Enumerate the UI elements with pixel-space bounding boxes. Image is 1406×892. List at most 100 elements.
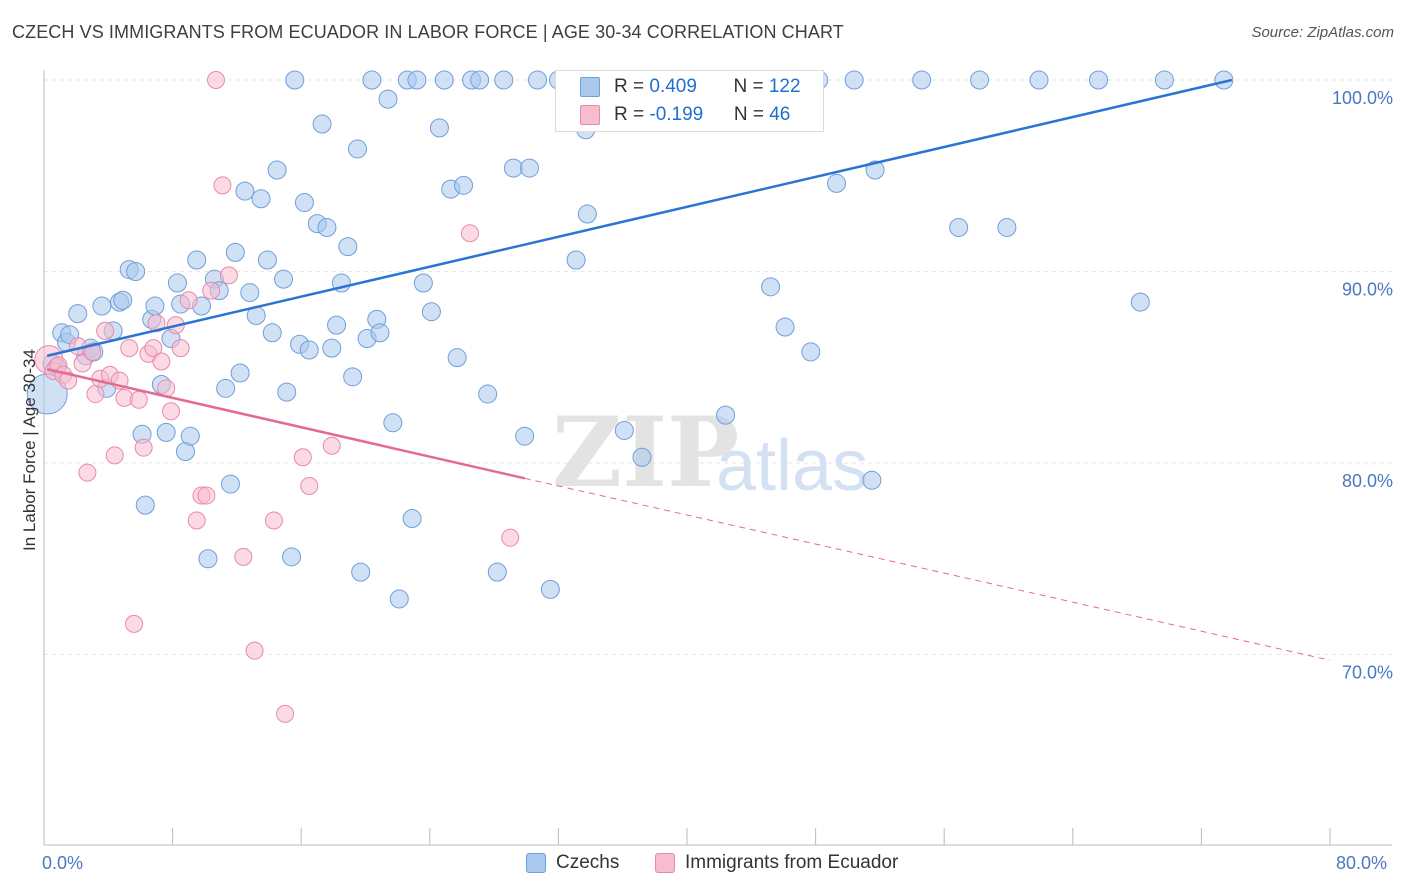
czechs-point bbox=[338, 237, 358, 257]
ecuador-point bbox=[234, 547, 253, 566]
czechs-point bbox=[167, 273, 187, 293]
ecuador-point bbox=[96, 321, 115, 340]
czechs-point bbox=[277, 382, 297, 402]
ecuador-point bbox=[161, 402, 180, 421]
ecuador-point bbox=[293, 448, 312, 467]
czechs-point bbox=[322, 338, 342, 358]
czechs-point bbox=[865, 160, 885, 180]
ecuador-point bbox=[59, 371, 78, 390]
czechs-point bbox=[225, 242, 245, 262]
czechs-point bbox=[407, 70, 427, 90]
stats-swatch-pink bbox=[580, 105, 600, 125]
ecuador-point bbox=[213, 176, 232, 195]
czechs-point bbox=[997, 217, 1017, 237]
ecuador-trend-line-solid bbox=[46, 367, 525, 480]
ecuador-point bbox=[501, 528, 520, 547]
stats-n-label: N = bbox=[733, 104, 770, 125]
czechs-point bbox=[327, 315, 347, 335]
stats-r-value: 0.409 bbox=[649, 76, 697, 97]
czechs-point bbox=[299, 340, 319, 360]
stats-swatch-blue bbox=[580, 77, 600, 97]
ecuador-point bbox=[171, 339, 190, 358]
czechs-point bbox=[1089, 70, 1109, 90]
czechs-point bbox=[1214, 70, 1234, 90]
czechs-point bbox=[347, 139, 367, 159]
x-tick-label-max: 80.0% bbox=[1336, 853, 1388, 873]
czechs-point bbox=[113, 290, 133, 310]
czechs-point bbox=[230, 363, 250, 383]
watermark: ZIP atlas bbox=[552, 396, 868, 509]
ecuador-point bbox=[125, 614, 144, 633]
czechs-point bbox=[716, 405, 736, 425]
czechs-point bbox=[198, 549, 218, 569]
y-axis-label-wrap: In Labor Force | Age 30-34 bbox=[18, 300, 42, 600]
ecuador-point bbox=[219, 266, 238, 285]
czechs-point bbox=[515, 426, 535, 446]
stats-r-label: R = bbox=[614, 76, 650, 97]
czechs-point bbox=[519, 158, 539, 178]
czechs-point bbox=[447, 348, 467, 368]
czechs-point bbox=[240, 283, 260, 303]
legend-swatch-blue bbox=[526, 853, 546, 873]
ecuador-point bbox=[152, 352, 171, 371]
legend-label-czechs: Czechs bbox=[556, 852, 620, 873]
stats-box: R = 0.409 N = 122 R = -0.199 N = 46 bbox=[555, 70, 824, 132]
czechs-point bbox=[312, 114, 332, 134]
x-tick-label-min: 0.0% bbox=[42, 853, 84, 873]
czechs-point bbox=[317, 217, 337, 237]
czechs-point bbox=[267, 160, 287, 180]
czechs-point bbox=[282, 547, 302, 567]
czechs-point bbox=[862, 470, 882, 490]
czechs-points bbox=[26, 70, 1234, 609]
czechs-point bbox=[494, 70, 514, 90]
czechs-point bbox=[912, 70, 932, 90]
ecuador-point bbox=[322, 436, 341, 455]
ecuador-point bbox=[264, 511, 283, 530]
czechs-point bbox=[135, 495, 155, 515]
ecuador-point bbox=[202, 281, 221, 300]
czechs-point bbox=[187, 250, 207, 270]
czechs-point bbox=[235, 181, 255, 201]
legend-item-ecuador[interactable]: Immigrants from Ecuador bbox=[655, 852, 898, 874]
ecuador-point bbox=[187, 511, 206, 530]
czechs-point bbox=[434, 70, 454, 90]
czechs-point bbox=[503, 158, 523, 178]
czechs-point bbox=[180, 426, 200, 446]
czechs-point bbox=[370, 323, 390, 343]
czechs-point bbox=[970, 70, 990, 90]
ecuador-point bbox=[120, 339, 139, 358]
czechs-point bbox=[826, 173, 846, 193]
czechs-point bbox=[126, 262, 146, 281]
czechs-point bbox=[402, 509, 422, 529]
ecuador-point bbox=[129, 390, 148, 409]
czechs-point bbox=[216, 378, 236, 398]
czechs-point bbox=[429, 118, 449, 138]
czechs-point bbox=[487, 562, 507, 582]
ecuador-point bbox=[460, 224, 479, 243]
ecuador-point bbox=[147, 314, 166, 333]
ecuador-point bbox=[144, 339, 163, 358]
czechs-point bbox=[68, 304, 88, 324]
legend-item-czechs[interactable]: Czechs bbox=[526, 852, 619, 874]
czechs-point bbox=[577, 204, 597, 224]
czechs-point bbox=[1029, 70, 1049, 90]
ecuador-point bbox=[179, 291, 198, 310]
czechs-point bbox=[478, 384, 498, 404]
czechs-point bbox=[421, 302, 441, 322]
czechs-point bbox=[614, 420, 634, 440]
czechs-point bbox=[1130, 292, 1150, 312]
ecuador-point bbox=[245, 641, 264, 660]
czechs-point bbox=[262, 323, 282, 343]
legend-swatch-pink bbox=[655, 853, 675, 873]
y-tick-label: 100.0% bbox=[1332, 88, 1393, 108]
czechs-point bbox=[413, 273, 433, 293]
trend-lines bbox=[46, 78, 1331, 661]
y-tick-labels: 70.0% 80.0% 90.0% 100.0% bbox=[1332, 88, 1393, 683]
czechs-point bbox=[294, 193, 314, 213]
czechs-point bbox=[251, 189, 271, 209]
czechs-point bbox=[775, 317, 795, 337]
ecuador-point bbox=[276, 704, 295, 723]
czechs-point bbox=[156, 422, 176, 442]
ecuador-point bbox=[105, 446, 124, 465]
y-tick-label: 90.0% bbox=[1342, 280, 1393, 300]
